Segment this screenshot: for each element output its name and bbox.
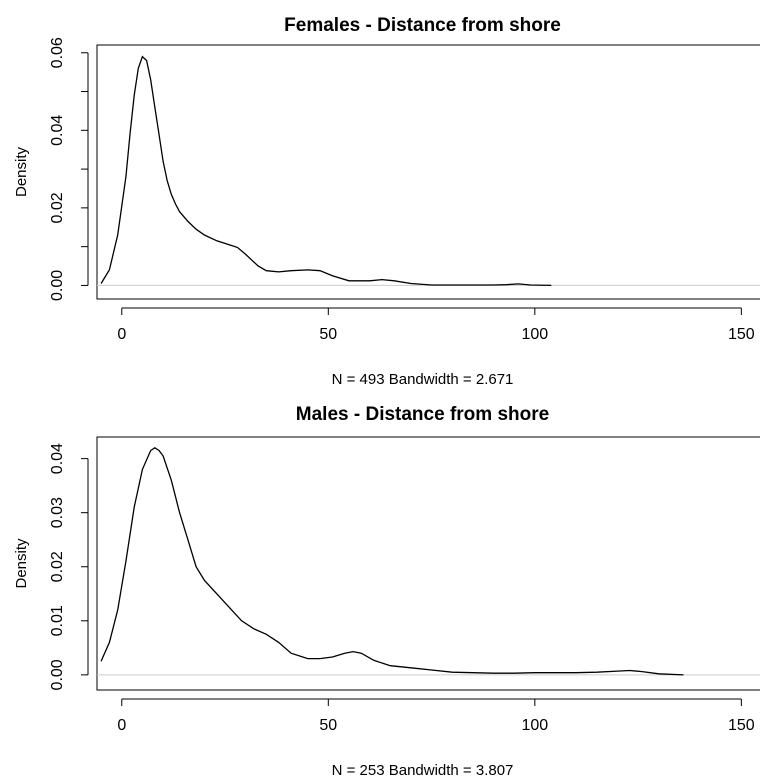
y-tick-label: 0.01 bbox=[49, 605, 66, 636]
y-tick-label: 0.03 bbox=[49, 497, 66, 528]
x-tick-label: 0 bbox=[117, 717, 126, 734]
y-tick-label: 0.04 bbox=[49, 115, 66, 146]
density-curve bbox=[100, 55, 552, 287]
plot-frame bbox=[96, 44, 760, 300]
y-tick-label: 0.02 bbox=[49, 551, 66, 582]
x-tick-label: 50 bbox=[319, 326, 337, 343]
y-tick-label: 0.04 bbox=[49, 443, 66, 474]
x-tick-label: 0 bbox=[117, 326, 126, 343]
x-axis-label: N = 493 Bandwidth = 2.671 bbox=[332, 371, 514, 388]
y-tick-label: 0.02 bbox=[49, 192, 66, 223]
male-density-panel: 0 50 100 150 0.00 0.01 0.02 0.03 0.04 Males - Dis… bbox=[13, 404, 760, 779]
x-tick-label: 150 bbox=[728, 326, 755, 343]
y-axis-label: Density bbox=[13, 538, 30, 589]
y-tick-label: 0.06 bbox=[49, 37, 66, 68]
chart-title: Males - Distance from shore bbox=[296, 404, 549, 425]
x-tick-label: 150 bbox=[728, 717, 755, 734]
y-tick-label: 0.00 bbox=[49, 659, 66, 690]
plot-frame bbox=[96, 436, 760, 691]
x-axis-label: N = 253 Bandwidth = 3.807 bbox=[332, 762, 514, 779]
x-tick-label: 100 bbox=[521, 326, 548, 343]
density-curve bbox=[100, 447, 684, 676]
female-density-panel: 0 50 100 150 0.00 0.02 0.04 0.06 Females - Dista… bbox=[13, 15, 760, 388]
y-axis-label: Density bbox=[13, 146, 30, 197]
x-tick-label: 100 bbox=[521, 717, 548, 734]
y-tick-label: 0.00 bbox=[49, 270, 66, 301]
x-tick-label: 50 bbox=[319, 717, 337, 734]
chart-title: Females - Distance from shore bbox=[284, 15, 561, 36]
